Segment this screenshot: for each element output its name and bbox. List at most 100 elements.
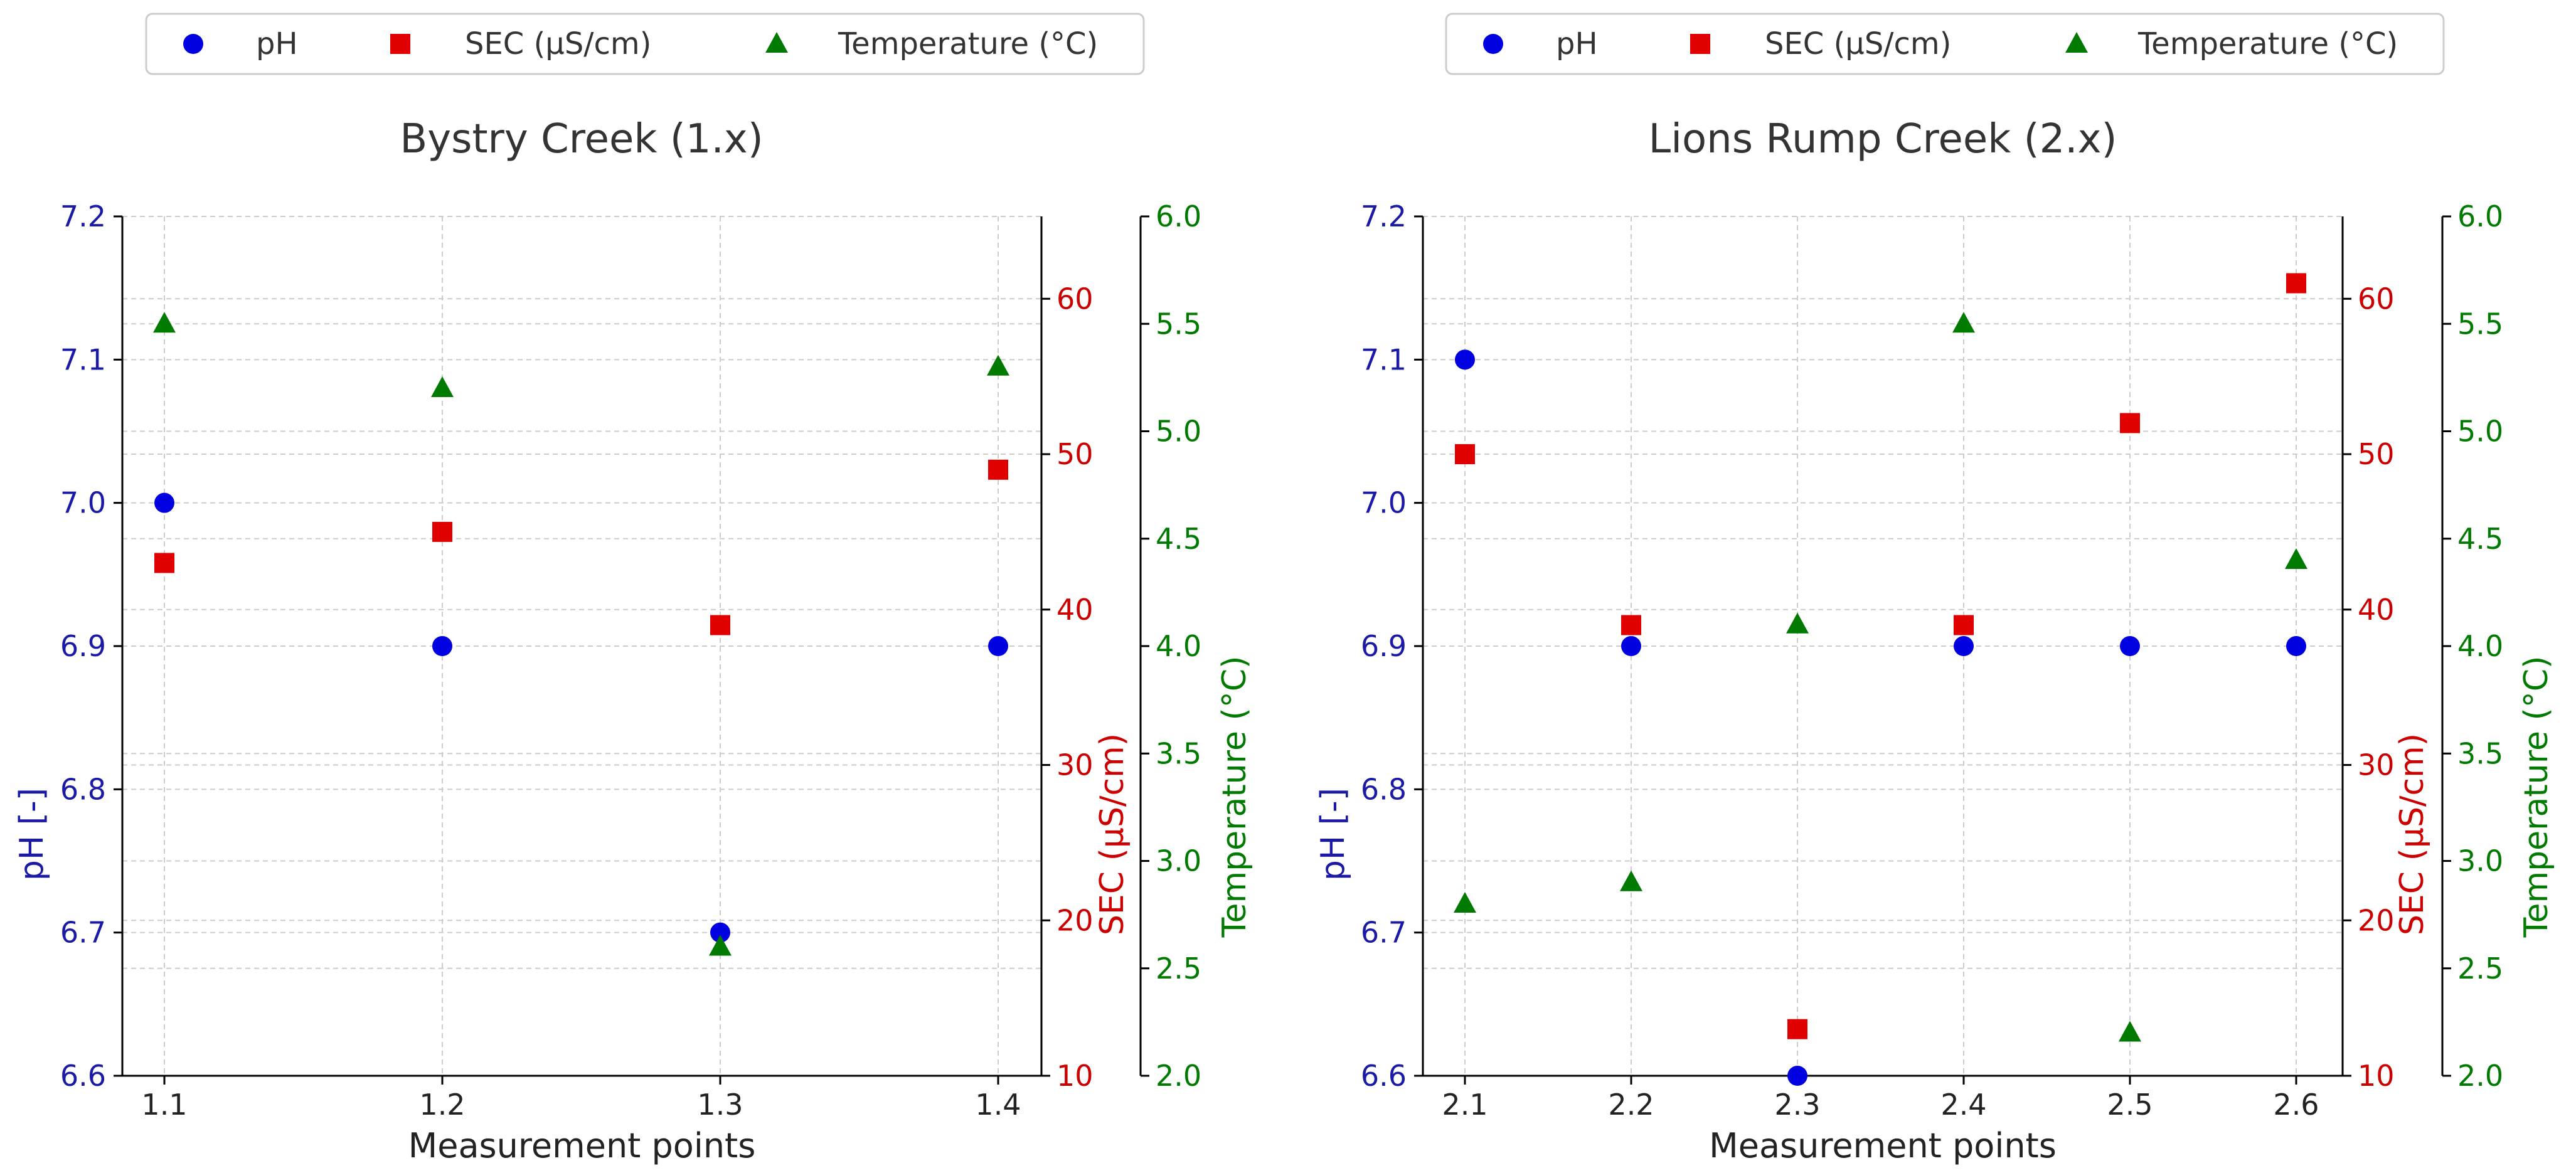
temperature-c-marker — [2119, 1021, 2141, 1042]
ph-marker — [710, 922, 730, 943]
ph-tick-label: 6.7 — [1361, 916, 1407, 950]
ph-tick-label: 7.1 — [60, 342, 106, 376]
chart-panel-lions-rump-creek: 2.1 2.2 2.3 2.4 2.5 2.6 6.6 6.7 6.8 6.9 7.0 7.1 7.2 p… — [1314, 13, 2555, 1165]
temperature-tick-label: 6.0 — [1156, 199, 1201, 233]
ph-tick-label: 6.6 — [60, 1059, 106, 1093]
temperature-c-marker — [431, 376, 454, 397]
temperature-tick-label: 2.0 — [1156, 1059, 1201, 1093]
ph-axis-label: pH [-] — [1314, 788, 1352, 881]
sec-s-cm-marker — [1621, 615, 1641, 635]
x-tick-label: 2.4 — [1940, 1088, 1986, 1122]
ph-marker — [2286, 636, 2306, 656]
chart-panel-bystry-creek: 1.1 1.2 1.3 1.4 6.6 6.7 6.8 6.9 7.0 7.1 7.2 pH [-] 1… — [13, 13, 1253, 1165]
legend-ph-marker — [1483, 34, 1503, 54]
x-tick-label: 2.3 — [1774, 1088, 1820, 1122]
temperature-tick-label: 4.0 — [1156, 629, 1201, 663]
temperature-tick-label: 6.0 — [2457, 199, 2503, 233]
ph-tick-label: 7.0 — [1361, 486, 1407, 520]
temperature-tick-label: 3.0 — [2457, 844, 2503, 878]
temperature-tick-label: 2.0 — [2457, 1059, 2503, 1093]
sec-axis-label: SEC (μS/cm) — [2393, 733, 2431, 935]
ph-marker — [1621, 636, 1641, 656]
temperature-tick-label: 2.5 — [1156, 952, 1201, 985]
temperature-axis-label: Temperature (°C) — [2518, 656, 2555, 938]
x-tick-label: 1.3 — [697, 1088, 743, 1122]
ph-tick-label: 7.1 — [1361, 342, 1407, 376]
temperature-tick-label: 2.5 — [2457, 952, 2503, 985]
temperature-c-marker — [1620, 870, 1642, 891]
legend-sec-s-cm-marker — [1690, 34, 1710, 54]
ph-marker — [432, 636, 452, 656]
ph-tick-label: 6.9 — [60, 629, 106, 663]
temperature-c-marker — [1786, 612, 1809, 634]
sec-s-cm-marker — [1787, 1019, 1807, 1039]
ph-marker — [154, 492, 174, 513]
ph-axis-label: pH [-] — [13, 788, 51, 881]
x-tick-label: 1.2 — [419, 1088, 465, 1122]
legend-label-ph: pH — [1556, 26, 1598, 61]
legend-label-temperature-c: Temperature (°C) — [2137, 26, 2398, 61]
legend-box — [1445, 13, 2445, 75]
ph-marker — [1787, 1066, 1807, 1086]
x-tick-label: 2.6 — [2273, 1088, 2319, 1122]
temperature-c-marker — [987, 354, 1009, 376]
temperature-tick-label: 4.0 — [2457, 629, 2503, 663]
x-tick-label: 2.1 — [1442, 1088, 1488, 1122]
legend-temperature-c-marker — [765, 32, 788, 53]
ph-marker — [1455, 349, 1475, 370]
temperature-axis-label: Temperature (°C) — [1216, 656, 1253, 938]
sec-s-cm-marker — [1954, 615, 1974, 635]
legend-label-ph: pH — [256, 26, 298, 61]
sec-tick-label: 60 — [1056, 282, 1094, 316]
sec-tick-label: 60 — [2358, 282, 2395, 316]
sec-s-cm-marker — [432, 521, 452, 542]
x-axis-label: Measurement points — [1709, 1126, 2057, 1165]
legend-ph-marker — [183, 34, 203, 54]
sec-tick-label: 50 — [2358, 437, 2395, 471]
temperature-c-marker — [709, 935, 732, 956]
temperature-c-marker — [2285, 548, 2307, 569]
sec-s-cm-marker — [1455, 444, 1475, 465]
sec-tick-label: 30 — [1056, 748, 1094, 782]
sec-tick-label: 10 — [1056, 1059, 1094, 1093]
chart-title: Bystry Creek (1.x) — [400, 116, 763, 162]
sec-s-cm-marker — [710, 615, 730, 635]
temperature-tick-label: 4.5 — [1156, 522, 1201, 556]
legend-box — [145, 13, 1145, 75]
ph-tick-label: 6.6 — [1361, 1059, 1407, 1093]
legend-label-sec-s-cm: SEC (μS/cm) — [465, 26, 651, 61]
ph-marker — [988, 636, 1008, 656]
sec-tick-label: 50 — [1056, 437, 1094, 471]
x-tick-label: 1.1 — [141, 1088, 187, 1122]
temperature-tick-label: 3.5 — [1156, 736, 1201, 770]
sec-axis-label: SEC (μS/cm) — [1094, 733, 1131, 935]
temperature-c-marker — [1454, 892, 1476, 913]
sec-tick-label: 10 — [2358, 1059, 2395, 1093]
temperature-tick-label: 4.5 — [2457, 522, 2503, 556]
temperature-tick-label: 3.5 — [2457, 736, 2503, 770]
chart-title: Lions Rump Creek (2.x) — [1649, 116, 2117, 162]
sec-tick-label: 30 — [2358, 748, 2395, 782]
ph-tick-label: 6.9 — [1361, 629, 1407, 663]
sec-s-cm-marker — [988, 459, 1008, 480]
sec-s-cm-marker — [2286, 273, 2306, 294]
temperature-c-marker — [153, 312, 176, 333]
sec-s-cm-marker — [154, 553, 174, 573]
x-tick-label: 2.2 — [1608, 1088, 1654, 1122]
legend-label-sec-s-cm: SEC (μS/cm) — [1765, 26, 1951, 61]
x-tick-label: 2.5 — [2107, 1088, 2153, 1122]
sec-tick-label: 20 — [2358, 903, 2395, 937]
ph-tick-label: 7.2 — [1361, 199, 1407, 233]
ph-marker — [1954, 636, 1974, 656]
ph-tick-label: 6.8 — [60, 772, 106, 806]
x-axis-label: Measurement points — [408, 1126, 756, 1165]
legend-label-temperature-c: Temperature (°C) — [838, 26, 1098, 61]
x-tick-label: 1.4 — [975, 1088, 1021, 1122]
sec-tick-label: 40 — [1056, 593, 1094, 627]
ph-tick-label: 7.2 — [60, 199, 106, 233]
temperature-tick-label: 5.5 — [2457, 307, 2503, 341]
temperature-tick-label: 5.5 — [1156, 307, 1201, 341]
ph-tick-label: 7.0 — [60, 486, 106, 520]
sec-tick-label: 20 — [1056, 903, 1094, 937]
sec-tick-label: 40 — [2358, 593, 2395, 627]
